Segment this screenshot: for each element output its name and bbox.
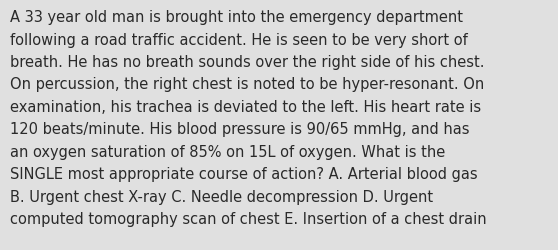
Text: breath. He has no breath sounds over the right side of his chest.: breath. He has no breath sounds over the… (10, 55, 484, 70)
Text: B. Urgent chest X-ray C. Needle decompression D. Urgent: B. Urgent chest X-ray C. Needle decompre… (10, 189, 433, 204)
Text: SINGLE most appropriate course of action? A. Arterial blood gas: SINGLE most appropriate course of action… (10, 167, 478, 182)
Text: examination, his trachea is deviated to the left. His heart rate is: examination, his trachea is deviated to … (10, 100, 481, 114)
Text: On percussion, the right chest is noted to be hyper-resonant. On: On percussion, the right chest is noted … (10, 77, 484, 92)
Text: an oxygen saturation of 85% on 15L of oxygen. What is the: an oxygen saturation of 85% on 15L of ox… (10, 144, 445, 159)
Text: 120 beats/minute. His blood pressure is 90/65 mmHg, and has: 120 beats/minute. His blood pressure is … (10, 122, 469, 137)
Text: A 33 year old man is brought into the emergency department: A 33 year old man is brought into the em… (10, 10, 463, 25)
Text: following a road traffic accident. He is seen to be very short of: following a road traffic accident. He is… (10, 32, 468, 47)
Text: computed tomography scan of chest E. Insertion of a chest drain: computed tomography scan of chest E. Ins… (10, 212, 487, 226)
